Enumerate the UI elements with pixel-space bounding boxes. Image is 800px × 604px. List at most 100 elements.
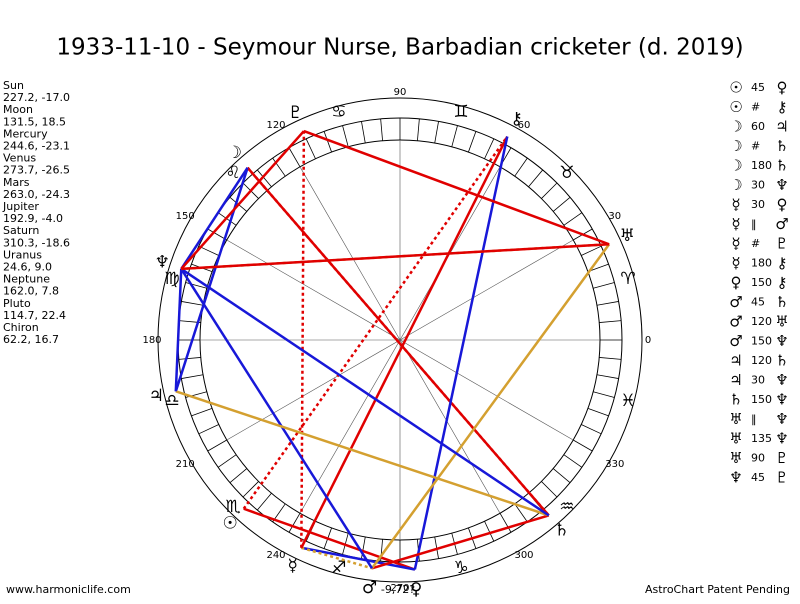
radial-line: [399, 239, 574, 341]
aspect-from: ♂: [729, 332, 742, 350]
aspect-to: ♄: [775, 293, 788, 311]
planet-position: 263.0, -24.3: [3, 188, 70, 201]
degree-label: 0: [645, 335, 651, 346]
ring-tick: [256, 492, 272, 511]
ring-tick: [191, 408, 213, 417]
aspect-type: #: [751, 140, 760, 153]
planet-name: Neptune: [3, 273, 50, 286]
footer-left: www.harmoniclife.com: [6, 583, 131, 596]
aspect-line: [243, 507, 416, 571]
radial-line: [226, 239, 401, 341]
ring-tick: [596, 374, 619, 379]
aspect-to: ♆: [775, 430, 788, 448]
planet-position: 244.6, -23.1: [3, 140, 70, 153]
planet-position: 273.7, -26.5: [3, 164, 70, 177]
ring-tick: [380, 118, 383, 141]
degree-label: 330: [605, 459, 624, 470]
aspect-type: #: [751, 237, 760, 250]
ring-tick: [599, 320, 622, 323]
ring-tick: [541, 182, 558, 199]
aspect-type: 30: [751, 374, 765, 387]
aspect-line: [300, 131, 306, 548]
aspect-line: [180, 130, 305, 270]
ring-tick: [305, 138, 316, 159]
aspect-to: ♆: [775, 391, 788, 409]
ring-tick: [434, 121, 439, 144]
ring-tick: [342, 125, 349, 147]
ring-tick: [596, 301, 619, 306]
ring-tick: [229, 468, 248, 484]
ring-tick: [528, 169, 544, 188]
ring-tick: [541, 481, 558, 498]
aspect-type: 45: [751, 296, 765, 309]
ring-tick: [242, 481, 259, 498]
ring-tick: [288, 147, 301, 167]
aspect-from: ☽: [729, 157, 742, 175]
planet-position: 24.6, 9.0: [3, 261, 52, 274]
aspect-from: ☽: [729, 118, 742, 136]
aspect-line: [300, 546, 373, 570]
aspect-to: ♇: [775, 235, 788, 253]
outer-circle: [157, 97, 643, 583]
planet-name: Moon: [3, 103, 33, 116]
aspect-type: 30: [751, 198, 765, 211]
ring-tick: [581, 245, 602, 256]
footer-right: AstroChart Patent Pending: [645, 583, 790, 596]
planet-name: Chiron: [3, 321, 39, 334]
planet-position: 131.5, 18.5: [3, 115, 66, 128]
planet-name: Uranus: [3, 248, 42, 261]
aspect-line: [242, 135, 509, 510]
aspect-line: [174, 268, 183, 392]
zodiac-glyph: ♊: [453, 102, 468, 122]
aspect-to: ♆: [775, 371, 788, 389]
ring-tick: [361, 121, 366, 144]
planet-glyph: ♇: [288, 103, 303, 123]
ring-tick: [468, 131, 477, 153]
degree-label: 270: [390, 583, 409, 594]
zodiac-glyph: ♒: [559, 497, 574, 517]
aspect-to: ♀: [777, 196, 788, 214]
planet-position: 114.7, 22.4: [3, 309, 66, 322]
aspect-from: ♅: [729, 410, 742, 428]
planet-glyph: ☽: [227, 143, 242, 163]
aspect-line: [174, 167, 249, 392]
planet-glyph: ♅: [620, 226, 635, 246]
aspect-line: [180, 268, 374, 569]
aspect-type: 45: [751, 471, 765, 484]
planet-glyph: ☉: [223, 513, 238, 533]
ring-tick: [593, 282, 615, 289]
ring-tick: [552, 468, 571, 484]
aspect-from: ☿: [731, 196, 740, 214]
planet-glyph: ♆: [155, 253, 170, 273]
ring-tick: [256, 169, 272, 188]
zodiac-glyph: ♑: [453, 558, 468, 578]
aspect-to: ⚷: [777, 274, 788, 292]
aspect-line: [246, 166, 550, 517]
ring-tick: [587, 408, 609, 417]
aspect-to: ♄: [775, 157, 788, 175]
planet-position: 310.3, -18.6: [3, 236, 70, 249]
planet-glyph: ⚷: [510, 109, 522, 129]
aspect-line: [175, 390, 550, 517]
aspect-from: ☽: [729, 176, 742, 194]
planet-name: Pluto: [3, 297, 31, 310]
planet-glyph: ♀: [410, 579, 422, 599]
ring-tick: [563, 454, 583, 468]
ring-tick: [451, 125, 458, 147]
ring-tick: [484, 138, 495, 159]
aspect-to: ♄: [775, 352, 788, 370]
radial-line: [299, 166, 401, 341]
ring-tick: [207, 228, 227, 241]
ring-tick: [581, 424, 602, 435]
ring-tick: [198, 245, 219, 256]
planet-name: Mercury: [3, 127, 48, 140]
planet-position: 192.9, -4.0: [3, 212, 63, 225]
ring-tick: [323, 131, 332, 153]
aspect-line: [413, 136, 509, 570]
aspect-line: [301, 546, 416, 571]
zodiac-glyph: ♉: [559, 163, 574, 183]
degree-label: 180: [142, 335, 161, 346]
ring-tick: [514, 503, 528, 523]
aspect-type: 120: [751, 354, 772, 367]
aspect-type: #: [751, 101, 760, 114]
